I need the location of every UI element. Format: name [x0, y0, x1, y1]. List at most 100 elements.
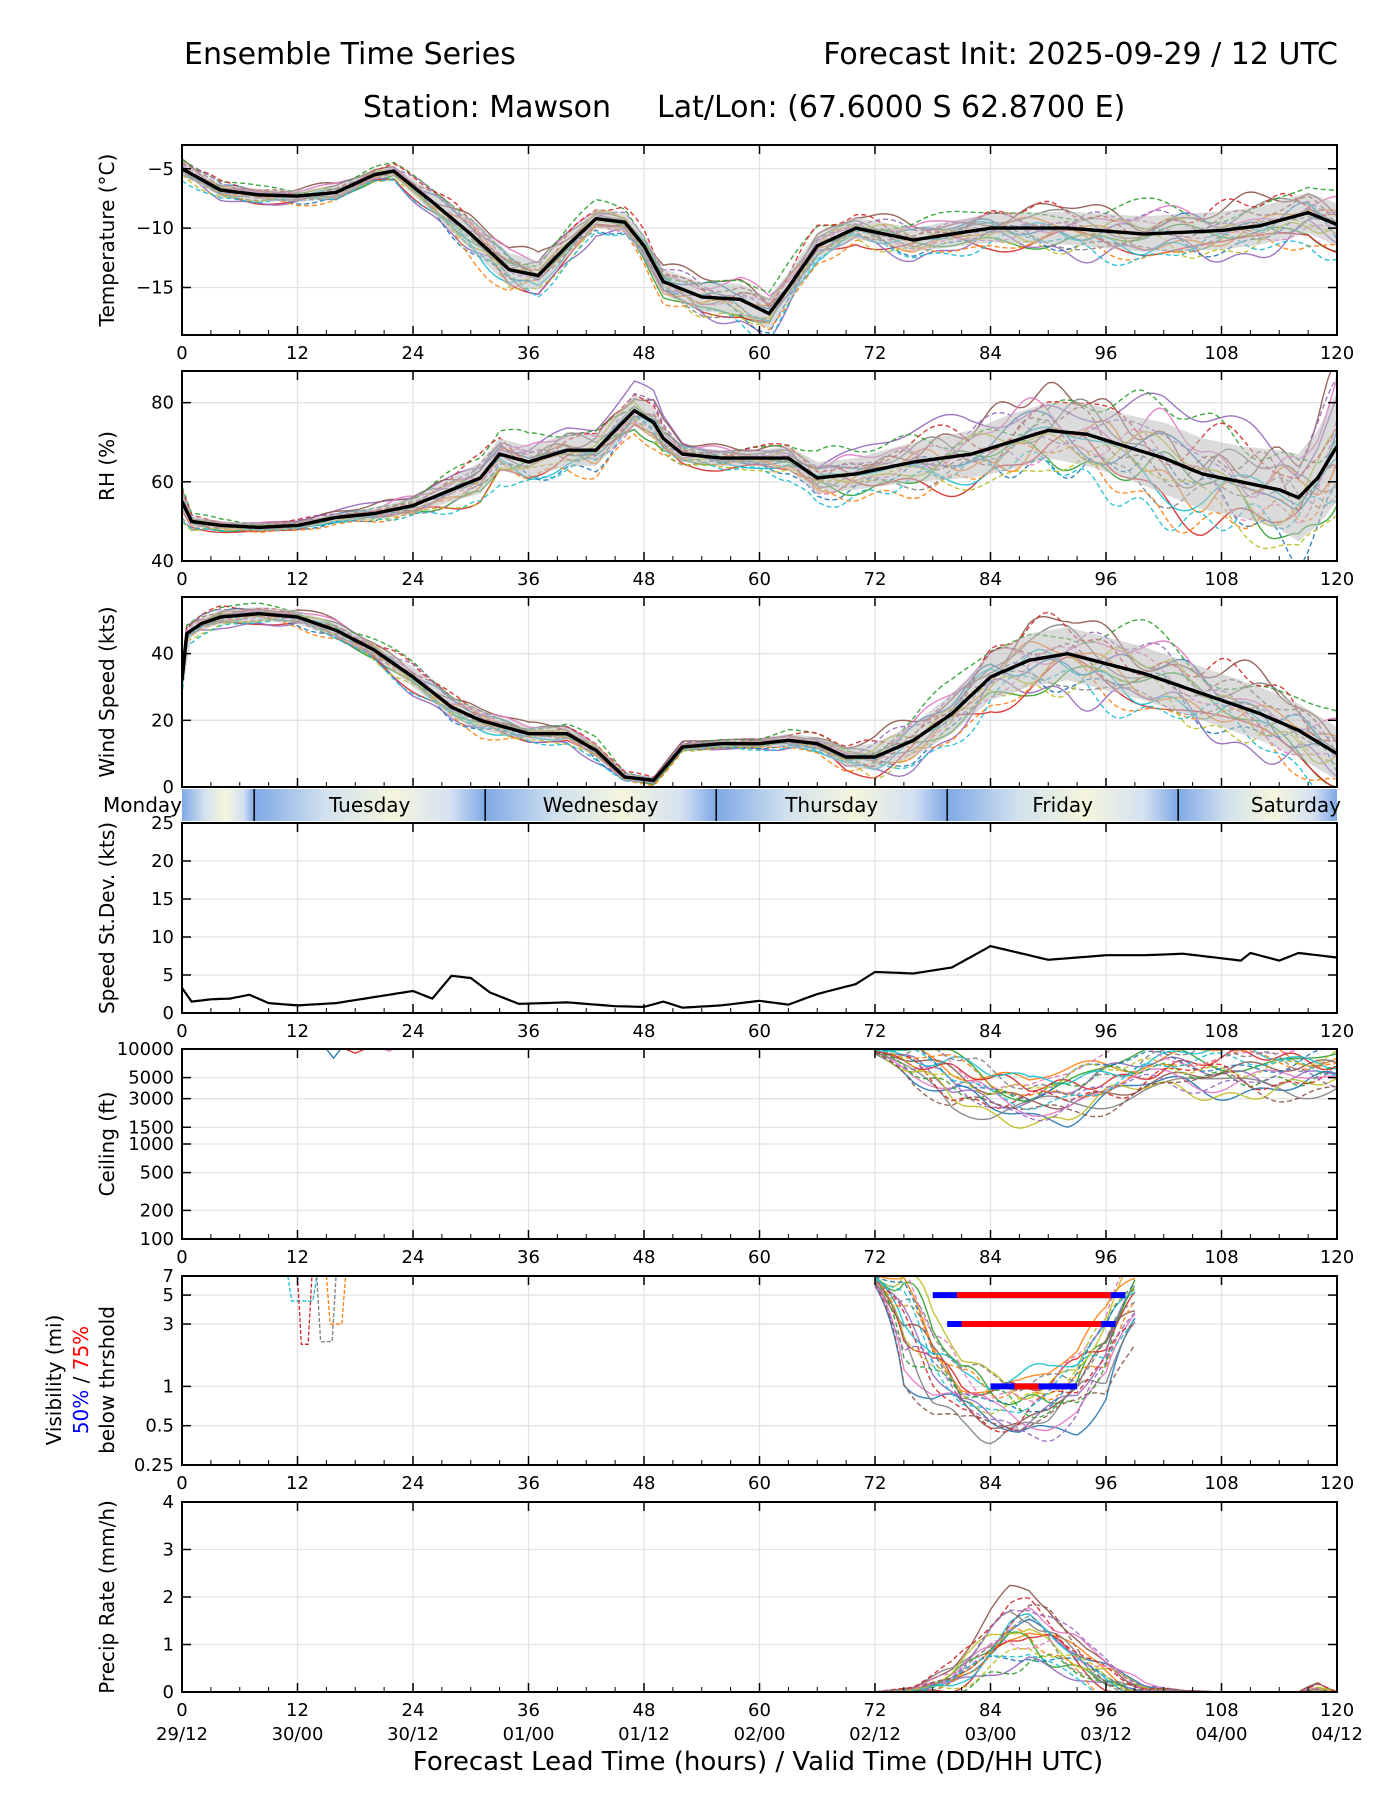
panel-visibility: 0 12 24 36 48 60 72 84 96 108 120 0.25 0.5 1 3 57 [134, 1266, 1354, 1494]
chart-title: Ensemble Time Series [184, 37, 516, 72]
x-tick-label: 60 [748, 1700, 771, 1721]
y-tick-label: 200 [140, 1200, 174, 1221]
x-tick-label: 60 [748, 1021, 771, 1042]
ensemble-member-12 [182, 173, 1337, 331]
y-tick-label: −10 [136, 218, 174, 239]
ensemble-member-10 [874, 1613, 1337, 1692]
y-tick-label: −15 [136, 278, 174, 299]
x-tick-label: 60 [748, 569, 771, 590]
ensemble-member-14 [874, 1279, 1136, 1433]
valid-time-label: 01/12 [618, 1724, 670, 1745]
x-tick-label: 84 [979, 1021, 1002, 1042]
y-tick-label: 15 [151, 889, 174, 910]
x-tick-label: 12 [286, 569, 309, 590]
x-tick-label: 96 [1095, 1021, 1118, 1042]
spread-band [182, 161, 1337, 330]
x-tick-label: 48 [633, 1021, 656, 1042]
p75-legend: 75% [69, 1326, 93, 1370]
day-band [716, 789, 948, 821]
x-tick-label: 12 [286, 1700, 309, 1721]
ensemble-member-4 [874, 1049, 1337, 1092]
x-tick-label: 0 [176, 1473, 187, 1494]
y-axis-label-temp: Temperature (°C) [95, 154, 119, 328]
y-tick-label: 20 [151, 851, 174, 872]
y-tick-label: 3 [163, 1314, 174, 1335]
y-tick-label: 40 [151, 551, 174, 572]
x-tick-label: 48 [633, 1700, 656, 1721]
y-tick-label: 10 [151, 927, 174, 948]
y-ticks-temp: −5 −10 −15 [136, 159, 1337, 299]
y-tick-label: 25 [151, 813, 174, 834]
ensemble-member-8 [874, 1281, 1136, 1445]
station-name: Station: Mawson [363, 90, 611, 125]
valid-time-label: 30/12 [387, 1724, 439, 1745]
y-tick-label: 3 [163, 1540, 174, 1561]
legend-sep: / [69, 1370, 93, 1389]
ensemble-member-8 [874, 1051, 1337, 1121]
ensemble-member-13 [874, 1279, 1136, 1419]
x-ticks-ceiling: 0 12 24 36 48 60 72 84 96 108 120 [176, 1049, 1354, 1268]
y-ticks-vis: 0.25 0.5 1 3 57 [134, 1266, 1337, 1476]
ensemble-member-13 [874, 1051, 1337, 1102]
ensemble-member-13 [182, 159, 1337, 294]
day-label-thursday: Thursday [784, 793, 878, 817]
ensemble-member-19 [874, 1277, 1136, 1415]
x-tick-label: 96 [1095, 1247, 1118, 1268]
x-tick-label: 60 [748, 343, 771, 364]
p50-legend: 50% [69, 1390, 93, 1434]
y-tick-label: 3000 [128, 1089, 174, 1110]
ensemble-mean-line [182, 167, 1337, 316]
x-tick-label: 24 [402, 1021, 425, 1042]
x-tick-label: 72 [864, 1021, 887, 1042]
x-tick-label: 36 [517, 1021, 540, 1042]
x-tick-label: 120 [1320, 569, 1354, 590]
ensemble-member-17 [879, 1276, 1122, 1403]
y-axis-label-wind: Wind Speed (kts) [95, 606, 119, 777]
x-tick-label: 72 [864, 1700, 887, 1721]
x-tick-label: 108 [1204, 1021, 1238, 1042]
day-band [1178, 789, 1337, 821]
y-tick-label: 7 [163, 1266, 174, 1287]
ensemble-member-18 [874, 1049, 1337, 1096]
day-label-tuesday: Tuesday [328, 793, 411, 817]
ensemble-member-13 [875, 1654, 1337, 1692]
x-tick-label: 36 [517, 1700, 540, 1721]
x-tick-label: 96 [1095, 343, 1118, 364]
x-tick-label: 48 [633, 569, 656, 590]
ensemble-member-12 [874, 1279, 1136, 1401]
panel-wind-speed: 0 20 40 Wind Speed (kts) [95, 596, 1338, 798]
ensemble-member-20 [874, 1278, 1136, 1414]
x-tick-label: 36 [517, 1473, 540, 1494]
y-tick-label: 0.5 [145, 1416, 174, 1437]
panel-precip-rate: 029/121230/002430/123601/004801/126002/0… [95, 1492, 1363, 1745]
y-tick-label: 1 [163, 1635, 174, 1656]
y-tick-label: 4 [163, 1492, 174, 1513]
ensemble-member-7 [874, 1282, 1136, 1432]
day-label-saturday: Saturday [1251, 793, 1341, 817]
x-tick-label: 60 [748, 1247, 771, 1268]
x-tick-label: 84 [979, 343, 1002, 364]
y-tick-label: 20 [151, 710, 174, 731]
station-latlon: Lat/Lon: (67.6000 S 62.8700 E) [657, 90, 1125, 125]
ensemble-member-1 [874, 1284, 1136, 1436]
ensemble-member-15 [874, 1285, 1136, 1443]
y-axis-label-rh: RH (%) [95, 431, 119, 501]
valid-time-label: 03/12 [1080, 1724, 1132, 1745]
visibility-ylabel: Visibility (mi) 50% / 75% below thrshold [42, 1306, 119, 1454]
ensemble-member-15 [874, 1609, 1337, 1692]
x-tick-label: 72 [864, 569, 887, 590]
x-tick-label: 12 [286, 343, 309, 364]
x-tick-label: 36 [517, 569, 540, 590]
y-tick-label: 0.25 [134, 1455, 174, 1476]
y-ticks-precip: 0 1 2 3 4 [163, 1492, 1337, 1703]
spread-band [182, 390, 1337, 542]
ensemble-mean-line [182, 944, 1337, 1009]
valid-time-label: 01/00 [503, 1724, 555, 1745]
x-tick-label: 0 [176, 1700, 187, 1721]
ensemble-member-11 [874, 1049, 1337, 1101]
y-tick-label: 40 [151, 644, 174, 665]
valid-time-label: 03/00 [965, 1724, 1017, 1745]
spread-band [182, 607, 1337, 784]
